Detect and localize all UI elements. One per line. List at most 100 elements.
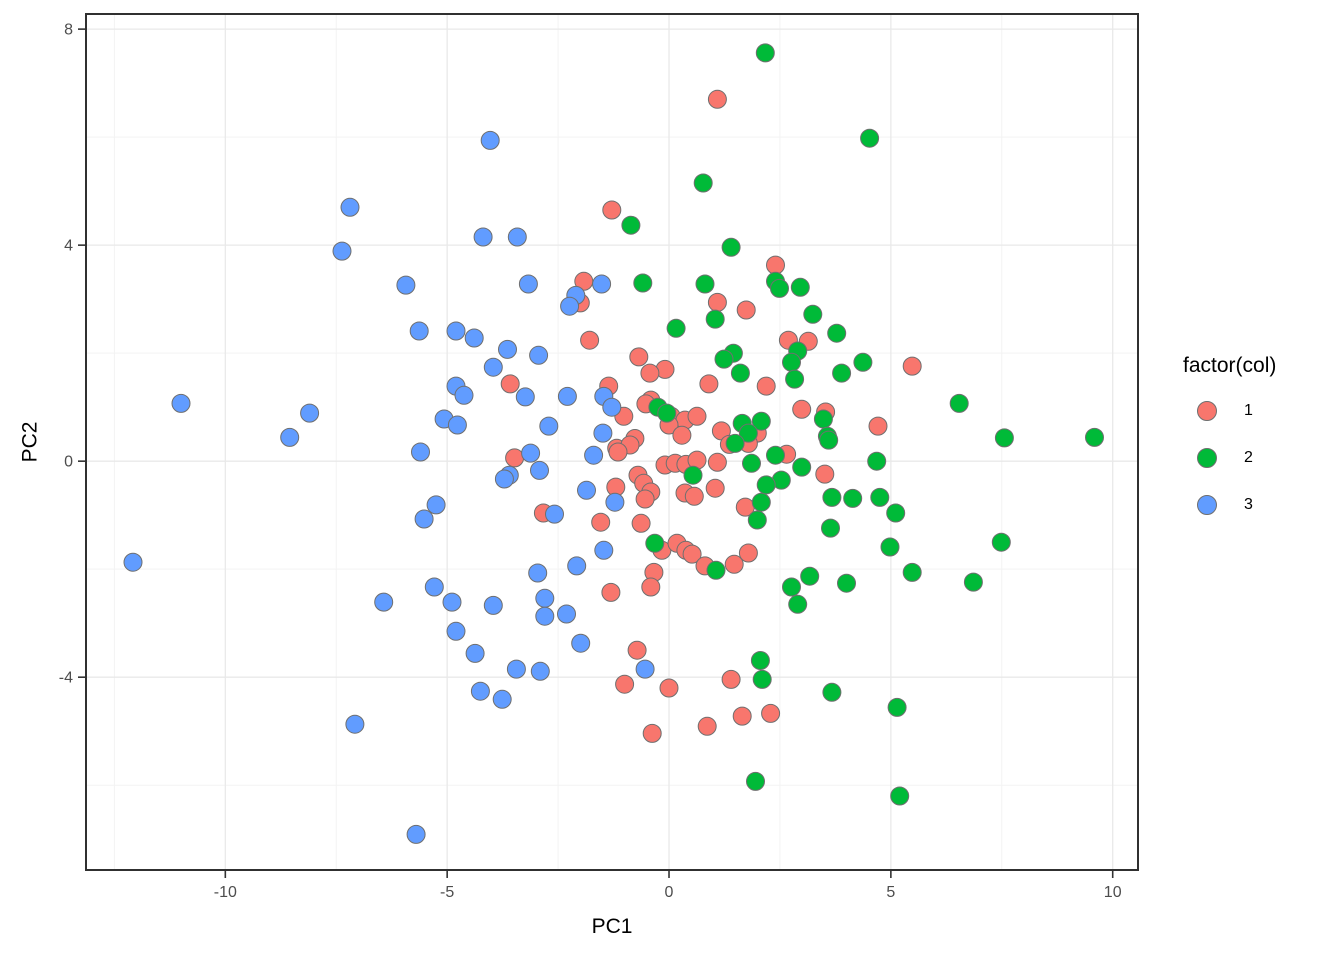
x-tick-label: 5 <box>886 884 895 901</box>
data-point-group2 <box>832 363 852 383</box>
y-tick-label: 4 <box>64 238 73 255</box>
data-point-group3 <box>507 227 527 247</box>
data-point-group1 <box>738 543 758 563</box>
legend-item-group2: 2 <box>1183 443 1343 473</box>
data-point-group3 <box>470 681 490 701</box>
data-point-group2 <box>880 537 900 557</box>
legend-item-group3: 3 <box>1183 490 1343 520</box>
data-point-group3 <box>530 460 549 480</box>
data-point-group3 <box>498 339 517 359</box>
data-point-group1 <box>766 255 785 275</box>
data-point-group3 <box>506 659 526 679</box>
data-point-group2 <box>963 572 983 592</box>
data-point-group3 <box>473 227 493 247</box>
data-point-group2 <box>746 771 765 791</box>
data-point-group3 <box>528 563 548 583</box>
data-point-group2 <box>770 278 789 298</box>
x-tick-label: 0 <box>665 884 674 901</box>
data-point-group3 <box>539 416 559 436</box>
y-tick-label: 8 <box>64 22 73 39</box>
data-point-group3 <box>411 442 430 462</box>
data-point-group2 <box>738 423 758 443</box>
data-point-group2 <box>730 363 750 383</box>
data-point-group1 <box>705 478 725 498</box>
panel-border <box>85 13 1139 871</box>
data-point-group3 <box>171 393 191 413</box>
data-point-group2 <box>621 215 641 235</box>
data-point-group2 <box>750 651 770 670</box>
x-axis-title: PC1 <box>591 915 633 938</box>
data-point-group3 <box>557 386 577 406</box>
data-point-group1 <box>672 425 692 445</box>
data-point-group3 <box>483 357 503 377</box>
legend-label-group1: 1 <box>1244 402 1253 419</box>
data-point-group3 <box>464 328 484 348</box>
data-point-group2 <box>755 43 775 63</box>
data-point-group1 <box>699 374 719 394</box>
data-point-group3 <box>406 824 426 844</box>
data-point-group2 <box>860 128 880 148</box>
data-point-group2 <box>837 573 856 593</box>
legend: factor(col) 1 2 3 <box>1183 354 1343 537</box>
data-point-group2 <box>1085 427 1104 447</box>
data-point-group1 <box>505 448 525 468</box>
y-axis-title: PC2 <box>18 421 42 463</box>
data-point-group2 <box>657 403 677 423</box>
data-point-group2 <box>822 487 842 507</box>
data-point-group1 <box>687 406 707 426</box>
data-point-group3 <box>605 492 625 512</box>
data-point-group2 <box>742 453 761 473</box>
legend-label-group3: 3 <box>1244 496 1253 513</box>
data-point-group3 <box>635 659 655 679</box>
data-point-group2 <box>645 533 665 553</box>
data-point-group3 <box>571 633 591 653</box>
data-point-group1 <box>640 363 660 383</box>
legend-label-group2: 2 <box>1244 449 1253 466</box>
data-point-group2 <box>766 445 785 465</box>
data-point-group2 <box>721 237 741 257</box>
data-point-group3 <box>535 588 555 608</box>
data-point-group1 <box>697 716 717 736</box>
data-point-group3 <box>446 321 466 341</box>
data-point-group3 <box>492 689 512 709</box>
data-point-group3 <box>567 556 587 576</box>
data-point-group3 <box>409 321 429 341</box>
data-point-group2 <box>792 457 812 477</box>
data-point-group3 <box>545 504 564 524</box>
data-point-group2 <box>821 518 840 538</box>
data-point-group2 <box>800 566 820 586</box>
data-point-group2 <box>782 577 801 597</box>
data-point-group1 <box>684 486 704 506</box>
data-point-group1 <box>721 669 741 689</box>
data-point-group2 <box>693 173 713 193</box>
data-point-group3 <box>515 387 535 407</box>
data-point-group3 <box>396 275 416 295</box>
data-point-group3 <box>521 443 541 463</box>
data-point-group3 <box>594 540 614 560</box>
data-point-group3 <box>454 385 474 405</box>
data-point-group1 <box>641 577 661 597</box>
data-point-group3 <box>424 577 444 597</box>
data-point-group1 <box>732 706 752 726</box>
data-point-group2 <box>683 465 703 485</box>
data-point-group1 <box>608 442 628 462</box>
data-point-group3 <box>340 197 360 217</box>
data-point-group3 <box>530 661 550 681</box>
data-point-group2 <box>949 393 969 413</box>
legend-title: factor(col) <box>1183 354 1277 377</box>
data-point-group1 <box>756 376 776 396</box>
data-point-group1 <box>902 356 922 376</box>
data-point-group2 <box>725 433 745 453</box>
legend-swatch-group2-icon <box>1197 448 1217 468</box>
data-point-group3 <box>592 274 612 294</box>
data-point-group2 <box>747 510 767 530</box>
data-point-group3 <box>602 397 622 417</box>
data-point-group1 <box>500 374 520 394</box>
data-point-group3 <box>414 509 434 529</box>
data-point-group3 <box>345 714 365 734</box>
data-point-group2 <box>819 430 839 450</box>
data-point-group3 <box>374 592 394 612</box>
data-point-group2 <box>994 428 1014 448</box>
